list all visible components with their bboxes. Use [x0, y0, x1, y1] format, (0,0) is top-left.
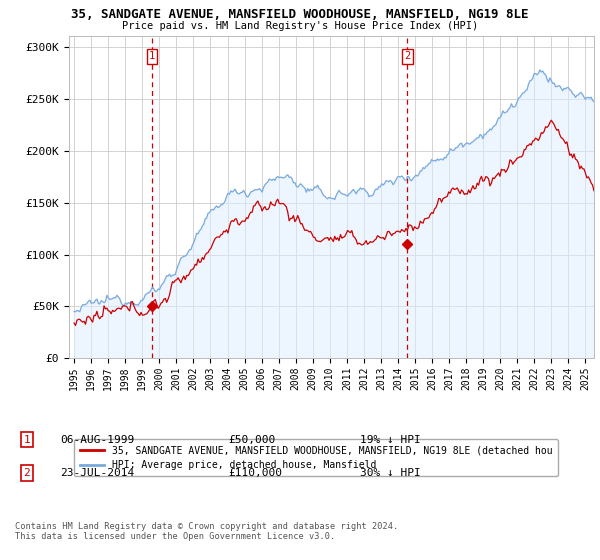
Text: Price paid vs. HM Land Registry's House Price Index (HPI): Price paid vs. HM Land Registry's House … [122, 21, 478, 31]
Text: 19% ↓ HPI: 19% ↓ HPI [360, 435, 421, 445]
Text: 2: 2 [404, 52, 410, 62]
Text: £110,000: £110,000 [228, 468, 282, 478]
Text: 35, SANDGATE AVENUE, MANSFIELD WOODHOUSE, MANSFIELD, NG19 8LE: 35, SANDGATE AVENUE, MANSFIELD WOODHOUSE… [71, 8, 529, 21]
Text: 06-AUG-1999: 06-AUG-1999 [60, 435, 134, 445]
Text: 1: 1 [149, 52, 155, 62]
Text: 2: 2 [23, 468, 31, 478]
Text: 30% ↓ HPI: 30% ↓ HPI [360, 468, 421, 478]
Text: Contains HM Land Registry data © Crown copyright and database right 2024.
This d: Contains HM Land Registry data © Crown c… [15, 522, 398, 542]
Legend: 35, SANDGATE AVENUE, MANSFIELD WOODHOUSE, MANSFIELD, NG19 8LE (detached hou, HPI: 35, SANDGATE AVENUE, MANSFIELD WOODHOUSE… [74, 440, 558, 476]
Text: £50,000: £50,000 [228, 435, 275, 445]
Text: 1: 1 [23, 435, 31, 445]
Text: 23-JUL-2014: 23-JUL-2014 [60, 468, 134, 478]
